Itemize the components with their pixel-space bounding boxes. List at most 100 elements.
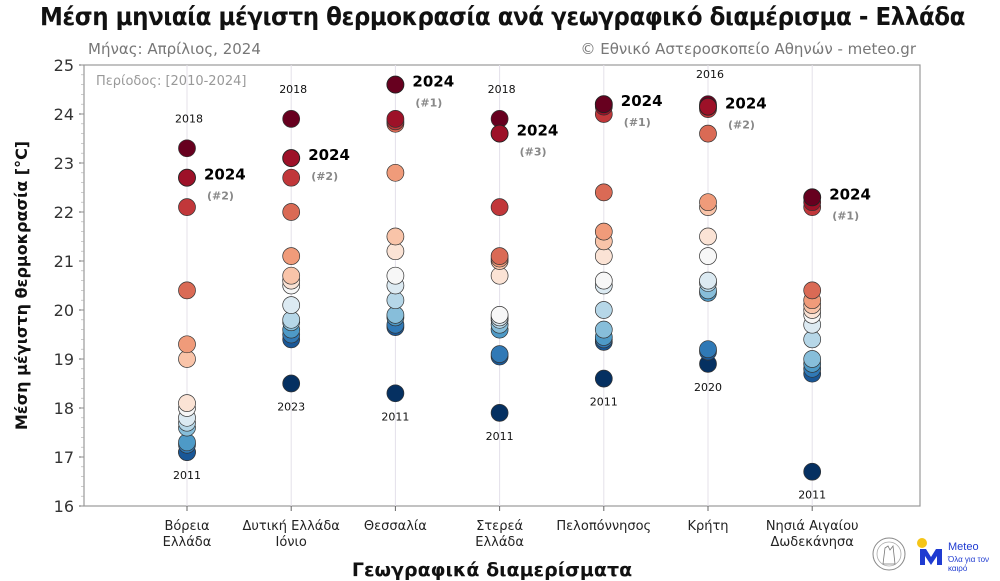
y-tick-label: 18 <box>54 399 74 418</box>
data-point-2024 <box>594 95 613 114</box>
data-point <box>699 124 717 143</box>
data-point-2024 <box>386 75 405 94</box>
data-point <box>594 320 613 339</box>
data-point <box>490 404 509 422</box>
max-year-label: 2018 <box>175 112 203 125</box>
data-point-2024 <box>178 168 196 187</box>
y-tick-label: 17 <box>54 448 74 467</box>
chart-copyright: © Εθνικό Αστεροσκοπείο Αθηνών - meteo.gr <box>580 40 917 58</box>
logos: Meteo Όλα για τον καιρό <box>872 533 1000 579</box>
x-tick-label: Κρήτη <box>687 519 728 534</box>
data-point <box>282 203 301 221</box>
data-point <box>490 198 509 216</box>
min-year-label: 2011 <box>798 489 826 502</box>
x-tick-label: Νησιά Αιγαίου <box>766 519 859 534</box>
period-label: Περίοδος: [2010-2024] <box>96 74 246 89</box>
meteo-tagline: Όλα για τον καιρό <box>948 555 990 573</box>
data-point <box>282 110 301 128</box>
x-tick-label: Στερεά <box>476 519 523 534</box>
data-point <box>803 462 822 481</box>
max-year-label: 2018 <box>488 83 516 96</box>
data-point <box>594 222 613 241</box>
x-axis-label: Γεωγραφικά διαμερίσματα <box>352 559 632 581</box>
data-point <box>178 394 196 412</box>
rank-2024: (#2) <box>207 190 234 203</box>
y-tick-label: 20 <box>54 301 74 320</box>
data-point <box>699 193 717 212</box>
data-point <box>386 266 405 285</box>
rank-2024: (#2) <box>311 170 338 183</box>
data-point <box>282 296 301 314</box>
data-point <box>386 163 405 182</box>
y-tick-label: 25 <box>54 56 74 75</box>
label-2024: 2024 <box>829 185 871 203</box>
data-point <box>178 335 196 354</box>
label-2024: 2024 <box>517 122 559 140</box>
data-point <box>178 198 196 216</box>
x-tick-label: Βόρεια <box>164 519 209 534</box>
y-tick-label: 21 <box>54 252 74 271</box>
data-point <box>386 384 405 403</box>
x-tick-label: Ελλάδα <box>163 535 212 550</box>
data-point <box>282 374 301 393</box>
data-point <box>386 110 405 128</box>
min-year-label: 2011 <box>173 469 201 482</box>
noa-seal-logo <box>872 537 906 571</box>
min-year-label: 2023 <box>277 401 305 414</box>
data-point <box>282 168 301 187</box>
data-point <box>594 271 613 290</box>
data-point-2024 <box>282 149 301 168</box>
y-tick-label: 23 <box>54 154 74 173</box>
data-point <box>178 139 196 158</box>
rank-2024: (#1) <box>832 209 859 222</box>
data-point <box>699 227 717 246</box>
chart-title: Μέση μηνιαία μέγιστη θερμοκρασία ανά γεω… <box>40 2 965 31</box>
min-year-label: 2011 <box>486 430 514 443</box>
max-year-label: 2016 <box>696 68 724 81</box>
label-2024: 2024 <box>308 146 350 164</box>
y-tick-label: 19 <box>54 350 74 369</box>
label-2024: 2024 <box>725 95 767 113</box>
meteo-logo-text: Meteo <box>948 541 979 553</box>
label-2024: 2024 <box>621 92 663 110</box>
data-point <box>594 301 613 319</box>
data-point <box>594 183 613 202</box>
rank-2024: (#1) <box>415 97 442 110</box>
meteo-logo <box>917 538 942 565</box>
x-tick-label: Δωδεκάνησα <box>771 535 854 550</box>
y-axis-label: Μέση μέγιστη θερμοκρασία [°C] <box>12 141 31 430</box>
y-tick-label: 22 <box>54 203 74 222</box>
x-tick-label: Θεσσαλία <box>364 519 427 534</box>
rank-2024: (#2) <box>728 119 755 132</box>
data-point-2024 <box>490 124 509 143</box>
y-tick-label: 24 <box>54 105 74 124</box>
max-year-label: 2018 <box>279 83 307 96</box>
data-point-2024 <box>699 97 717 116</box>
x-tick-label: Ελλάδα <box>475 535 524 550</box>
data-point <box>386 227 405 246</box>
data-point <box>594 369 613 388</box>
x-tick-label: Ιόνιο <box>275 535 306 550</box>
data-point <box>803 281 822 300</box>
data-point <box>282 266 301 285</box>
chart-subtitle-month: Μήνας: Απρίλιος, 2024 <box>88 40 261 58</box>
min-year-label: 2011 <box>381 410 409 423</box>
data-point <box>490 306 509 324</box>
y-tick-label: 16 <box>54 497 74 516</box>
data-point <box>490 247 509 265</box>
label-2024: 2024 <box>204 166 246 184</box>
data-point <box>803 350 822 368</box>
data-point-2024 <box>803 188 822 207</box>
min-year-label: 2020 <box>694 381 722 394</box>
data-point <box>699 340 717 359</box>
min-year-label: 2011 <box>590 396 618 409</box>
data-point <box>699 247 717 265</box>
data-point <box>490 345 509 363</box>
rank-2024: (#3) <box>520 146 547 159</box>
rank-2024: (#1) <box>624 116 651 129</box>
label-2024: 2024 <box>412 73 454 91</box>
data-point <box>699 271 717 290</box>
x-tick-label: Δυτική Ελλάδα <box>243 519 340 534</box>
data-point <box>178 281 196 300</box>
